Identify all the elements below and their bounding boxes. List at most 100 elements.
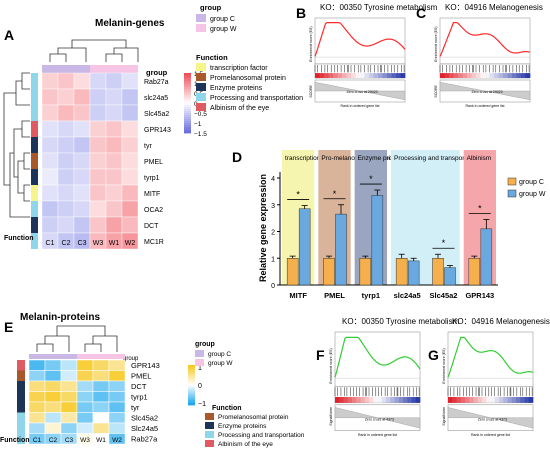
scale-step (184, 93, 191, 96)
heatmap-cell (60, 412, 78, 424)
column-label: W3 (93, 240, 104, 247)
score-area (439, 81, 531, 101)
function-cell (17, 370, 25, 381)
heatmap-cell (76, 370, 94, 382)
group-bar-cell (61, 354, 77, 359)
score-area (314, 81, 406, 101)
heatmap-cell (44, 359, 62, 371)
protein-label: tyrp1 (131, 393, 148, 402)
scale-step (184, 99, 191, 102)
y-axis-label-bottom: SCORE (434, 84, 438, 97)
scale-step (188, 368, 195, 371)
rank-gradient-step (319, 73, 325, 78)
heatmap-cell (76, 391, 94, 403)
heatmap-cell (57, 120, 75, 138)
protein-label: GPR143 (131, 361, 160, 370)
scale-step (188, 365, 195, 368)
rank-gradient-step (343, 397, 349, 403)
legend-swatch (196, 83, 206, 91)
heatmap-cell (73, 216, 91, 234)
group-bar-cell (93, 354, 109, 359)
column-label: W2 (112, 437, 122, 444)
heatmap-cell (28, 422, 46, 434)
heatmap-cell (73, 136, 91, 154)
scale-step (184, 91, 191, 94)
x-tick-label: PMEL (324, 291, 345, 300)
heatmap-cell (76, 401, 94, 413)
scale-step (184, 101, 191, 104)
panel-f: F KO：00350 Tyrosine metabolism (316, 317, 460, 363)
heatmap-cell (73, 72, 91, 90)
heatmap-cell (121, 216, 139, 234)
legend-label: Enzyme proteins (218, 423, 267, 430)
rank-gradient-step (524, 397, 530, 403)
heatmap-cell (76, 412, 94, 424)
x-axis-label: Rank in ordered gene list (358, 433, 397, 437)
panel-b-letter: B (296, 5, 306, 21)
protein-label: Slc24a5 (131, 424, 158, 433)
panel-c: C KO：04916 Melanogenesis (416, 3, 543, 21)
bar-group-c (359, 258, 372, 286)
panel-g: G KO：04916 Melanogenesis (428, 317, 550, 363)
heatmap-cell (105, 72, 123, 90)
heatmap-cell (89, 200, 107, 218)
scale-step (184, 111, 191, 114)
scale-step (184, 113, 191, 116)
rank-gradient-step (391, 73, 397, 78)
rank-gradient-step (485, 73, 490, 78)
panel-b: B KO：00350 Tyrosine metabolism (296, 3, 438, 21)
rank-gradient-step (448, 397, 453, 403)
heatmap-cell (57, 88, 75, 106)
heatmap-cell (28, 401, 46, 413)
bar-group-w (335, 213, 347, 286)
zero-cross-label: Zero cross at 29023 (472, 90, 503, 94)
rank-gradient-step (512, 73, 517, 78)
bar-group-w (298, 208, 311, 286)
heatmap-cell (57, 216, 75, 234)
rank-gradient-step (528, 397, 534, 403)
group-bar-cell (109, 354, 125, 359)
panel-a-col-header: group (146, 68, 168, 77)
rank-gradient-step (400, 73, 406, 78)
scale-step (188, 401, 195, 404)
heatmap-cell (105, 184, 123, 202)
panel-a-row-dendrogram (3, 72, 30, 218)
protein-label: DCT (131, 382, 147, 391)
legend-label: Promelanosomal protein (218, 414, 289, 421)
heatmap-cell (73, 88, 91, 106)
heatmap-cell (121, 136, 139, 154)
legend-swatch (205, 440, 214, 447)
rank-gradient-step (335, 397, 340, 403)
bar-group-c (468, 258, 481, 286)
group-bar-cell (77, 354, 93, 359)
legend-function-title: Function (212, 405, 242, 412)
scale-tick: −0.5 (194, 111, 207, 118)
rank-gradient-step (386, 397, 391, 403)
heatmap-cell (108, 391, 126, 403)
rank-gradient-step (465, 397, 470, 403)
legend-swatch (196, 63, 206, 71)
scale-step (184, 131, 191, 134)
heatmap-cell (44, 380, 62, 392)
heatmap-cell (89, 184, 107, 202)
panel-c-letter: C (416, 5, 426, 21)
x-axis-label: Rank in ordered gene list (341, 104, 380, 108)
x-tick-label: GPR143 (465, 291, 494, 300)
protein-label: Slc45a2 (131, 414, 158, 423)
bar-group-c (432, 258, 444, 286)
scale-step (184, 85, 191, 88)
scale-step (188, 390, 195, 393)
y-tick-label: 1 (271, 256, 275, 263)
panel-d-ylabel: Relative gene expression (258, 174, 268, 282)
scale-step (188, 398, 195, 401)
function-cell (31, 105, 38, 121)
legend-label: group C (519, 179, 544, 186)
y-axis-label-bottom: SCORE (309, 84, 313, 97)
heatmap-cell (60, 359, 78, 371)
heatmap-cell (73, 184, 91, 202)
scale-step (184, 123, 191, 126)
scale-step (184, 79, 191, 82)
legend-swatch (205, 422, 214, 429)
rank-gradient-step (520, 397, 525, 403)
